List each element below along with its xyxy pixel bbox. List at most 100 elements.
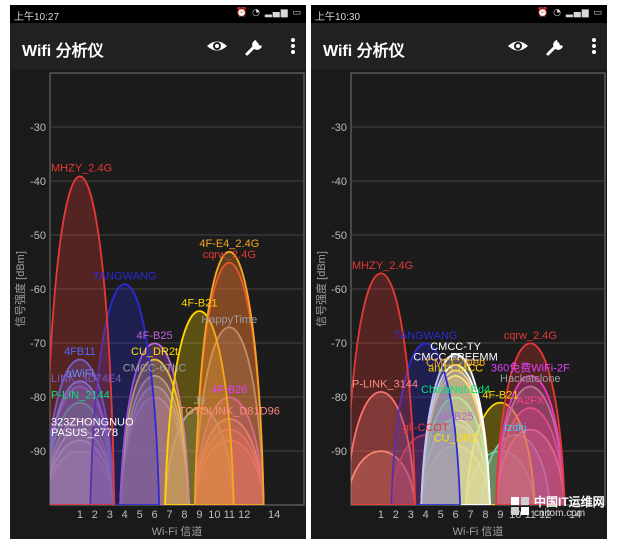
x-tick-label: 2	[92, 509, 98, 521]
x-tick-label: 9	[196, 509, 202, 521]
y-tick-label: -50	[331, 230, 347, 242]
network-label: 4F-B25	[137, 330, 173, 342]
network-label: PASUS_2778	[51, 427, 118, 439]
network-label: LINK_3D74E4	[51, 373, 121, 385]
network-label: cqrw_2.4G	[504, 330, 557, 342]
y-axis-label: 信号强度 [dBm]	[13, 251, 27, 327]
network-label: Hackatclone	[500, 373, 561, 385]
y-tick-label: -80	[30, 392, 46, 404]
x-tick-label: 1	[378, 509, 384, 521]
y-tick-label: -90	[30, 446, 46, 458]
network-curves	[351, 272, 566, 505]
status-bar: 上午10:27 ⏰ ◔ ▂▄▆ ▭	[10, 5, 306, 23]
x-tick-label: 7	[467, 509, 473, 521]
network-curve	[495, 342, 566, 505]
y-tick-label: -30	[30, 122, 46, 134]
network-label: CU_DR2t	[131, 346, 178, 358]
network-label: CMCC-TY	[430, 341, 481, 353]
wrench-icon[interactable]	[242, 33, 268, 59]
app-bar: Wifi 分析仪	[311, 23, 607, 69]
network-label: 323ZHONGNUO	[51, 416, 134, 428]
channel-graph: -30-40-50-60-70-80-9012345678910111214Wi…	[314, 72, 606, 538]
app-title: Wifi 分析仪	[22, 43, 104, 60]
x-tick-label: 14	[268, 509, 280, 521]
eye-icon[interactable]	[204, 33, 230, 59]
y-tick-label: -50	[30, 230, 46, 242]
y-tick-label: -40	[331, 176, 347, 188]
x-tick-label: 5	[137, 509, 143, 521]
status-icons: ⏰ ◔ ▂▄▆ ▭	[537, 8, 603, 18]
network-label: CMCC-6ThC	[123, 362, 187, 374]
y-tick-label: -40	[30, 176, 46, 188]
network-label: P-LINK_3144	[352, 379, 418, 391]
network-label: CMCC-FREEMM	[413, 352, 497, 364]
network-label: P-LIN_2144	[51, 389, 110, 401]
network-label: TANGWANG	[93, 271, 157, 283]
network-curves	[50, 175, 265, 505]
network-curve	[50, 175, 116, 505]
y-tick-label: -30	[331, 122, 347, 134]
x-tick-label: 10	[208, 509, 220, 521]
network-label: 4F-B26	[211, 384, 247, 396]
x-tick-label: 5	[438, 509, 444, 521]
x-tick-label: 4	[423, 509, 429, 521]
network-curve	[495, 374, 566, 505]
x-tick-label: 7	[166, 509, 172, 521]
x-tick-label: 2	[393, 509, 399, 521]
network-curve	[119, 342, 190, 505]
x-tick-label: 6	[453, 509, 459, 521]
network-label: A2FX	[517, 395, 545, 407]
network-label: aWiFi	[66, 368, 94, 380]
more-vert-icon[interactable]	[280, 33, 306, 59]
x-axis-label: Wi-Fi 信道	[152, 524, 203, 538]
y-tick-label: -70	[30, 338, 46, 350]
eye-icon[interactable]	[505, 33, 531, 59]
x-axis-label: Wi-Fi 信道	[453, 524, 504, 538]
network-label: J9	[194, 395, 206, 407]
app-bar: Wifi 分析仪	[10, 23, 306, 69]
x-tick-label: 6	[152, 509, 158, 521]
watermark-url: cnitom.com	[534, 508, 586, 519]
network-label: MHZY_2.4G	[51, 163, 112, 175]
x-tick-label: 8	[181, 509, 187, 521]
network-label: 4F-E4_2.4G	[199, 238, 259, 250]
x-tick-label: 9	[497, 509, 503, 521]
network-label: cqrw_2.4G	[203, 249, 256, 261]
network-label: TANGWANG	[394, 330, 458, 342]
network-label: MHZY_2.4G	[352, 260, 413, 272]
signal-chart: -30-40-50-60-70-80-9012345678910111214Wi…	[311, 69, 607, 539]
y-axis-label: 信号强度 [dBm]	[314, 251, 328, 327]
status-icons: ⏰ ◔ ▂▄▆ ▭	[236, 8, 302, 18]
network-label: TOTOLINK_D81D96	[179, 406, 280, 418]
network-curve	[194, 250, 265, 505]
network-label: ChinaNet-Ed4	[421, 384, 490, 396]
x-tick-label: 11	[224, 509, 235, 521]
x-tick-label: 11	[525, 509, 536, 521]
phone-screen-left: 上午10:27 ⏰ ◔ ▂▄▆ ▭ Wifi 分析仪 -30 -40 -50 -60 -…	[10, 5, 306, 539]
watermark-logo	[511, 497, 529, 515]
y-tick-label: -90	[331, 446, 347, 458]
more-vert-icon[interactable]	[581, 33, 607, 59]
network-curve	[351, 391, 417, 505]
x-tick-label: 3	[408, 509, 414, 521]
network-label: 360免费WiFi-2F	[491, 360, 570, 374]
x-tick-label: 12	[238, 509, 250, 521]
y-tick-label: -70	[331, 338, 347, 350]
network-label: 4FB11	[64, 346, 96, 358]
x-tick-label: 1	[77, 509, 83, 521]
y-tick-label: -80	[331, 392, 347, 404]
network-curve	[50, 358, 116, 505]
wrench-icon[interactable]	[543, 33, 569, 59]
network-label: gll-CCOT	[403, 422, 449, 434]
status-bar: 上午10:30 ⏰ ◔ ▂▄▆ ▭	[311, 5, 607, 23]
x-tick-label: 8	[482, 509, 488, 521]
watermark-text: 中国IT运维网	[534, 495, 605, 509]
x-tick-label: 12	[539, 509, 551, 521]
network-label: lzdkj	[504, 422, 526, 434]
status-time: 上午10:30	[315, 12, 361, 23]
network-label: and-CMCC	[428, 362, 483, 374]
network-label: 4F-B21	[181, 298, 217, 310]
phone-screen-right: 上午10:30 ⏰ ◔ ▂▄▆ ▭ Wifi 分析仪 -30 -40 -50 -60 -…	[311, 5, 607, 539]
